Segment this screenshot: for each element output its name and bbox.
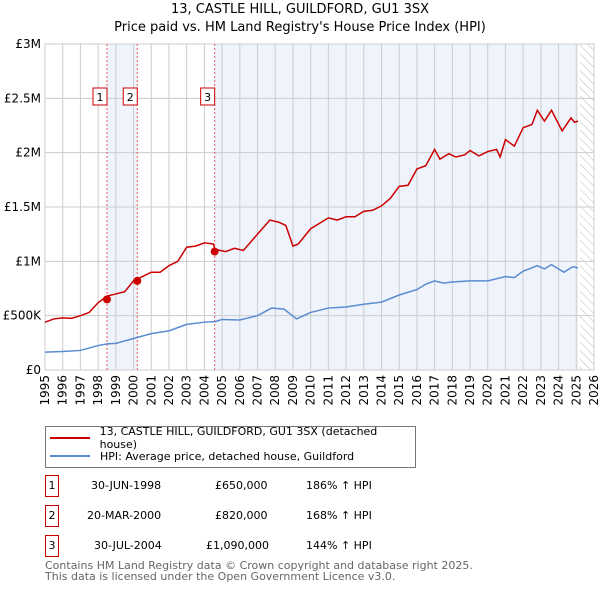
x-tick-label: 2001	[144, 375, 158, 406]
sale-badge	[122, 87, 138, 106]
x-tick-label: 2023	[534, 375, 548, 406]
x-tick-label: 2005	[215, 375, 229, 406]
legend-item-property: 13, CASTLE HILL, GUILDFORD, GU1 3SX (det…	[50, 425, 415, 451]
x-tick-label: 2014	[374, 375, 388, 406]
marker-badge: 2	[45, 505, 59, 527]
y-tick-label: £0	[26, 363, 41, 377]
price-chart: 1995 1996 1997 1998 1999 2000 2001 2002 2003 2004…	[3, 37, 600, 406]
x-tick-label: 2015	[392, 375, 406, 406]
footer-line: This data is licensed under the Open Gov…	[45, 570, 396, 583]
date: 20-MAR-2000	[87, 509, 162, 522]
x-tick-label: 1999	[109, 375, 123, 406]
price: £820,000	[215, 509, 268, 522]
series-line	[44, 263, 579, 353]
x-tick-label: 2018	[445, 375, 459, 406]
date: 30-JUN-1998	[91, 479, 162, 492]
y-tick-label: £1.5M	[4, 200, 41, 214]
x-tick-label: 2006	[233, 375, 247, 406]
sale-point	[133, 276, 142, 285]
legend-item-hpi: HPI: Average price, detached house, Guil…	[50, 448, 354, 464]
plot-border	[44, 43, 595, 371]
chart-subtitle: Price paid vs. HM Land Registry's House …	[114, 20, 486, 35]
x-tick-label: 1995	[38, 375, 52, 406]
transaction-row: 3 30-JUL-2004 £1,090,000 144% ↑ HPI	[45, 535, 445, 557]
chart-title: 13, CASTLE HILL, GUILDFORD, GU1 3SX	[170, 2, 430, 17]
x-tick-label: 1998	[91, 375, 105, 406]
x-tick-label: 1996	[56, 375, 70, 406]
footer: Contains HM Land Registry data © Crown c…	[45, 560, 473, 582]
x-tick-label: 2003	[180, 375, 194, 406]
x-tick-label: 2012	[339, 375, 353, 406]
legend: 13, CASTLE HILL, GUILDFORD, GU1 3SX (det…	[45, 425, 416, 468]
sale-badge-label: 2	[127, 91, 134, 104]
x-tick-label: 2008	[268, 375, 282, 406]
footer-line: Contains HM Land Registry data © Crown c…	[45, 559, 473, 572]
x-tick-label: 2021	[498, 375, 512, 406]
x-tick-label: 2011	[321, 375, 335, 406]
hpi-change: 168% ↑ HPI	[306, 509, 372, 522]
x-tick-label: 2022	[516, 375, 530, 406]
y-tick-label: £3M	[15, 37, 41, 51]
marker-badge: 3	[45, 535, 59, 557]
sale-badge	[200, 87, 216, 106]
x-tick-label: 2025	[569, 375, 583, 406]
x-tick-label: 2024	[552, 375, 566, 406]
sale-point	[210, 247, 219, 256]
x-tick-label: 2013	[357, 375, 371, 406]
x-tick-label: 2009	[286, 375, 300, 406]
legend-label: HPI: Average price, detached house, Guil…	[100, 449, 355, 463]
x-tick-label: 2010	[304, 375, 318, 406]
y-tick-label: £2M	[15, 146, 41, 160]
x-tick-label: 2000	[127, 375, 141, 406]
price: £1,090,000	[206, 539, 269, 552]
hpi-change: 186% ↑ HPI	[306, 479, 372, 492]
y-tick-label: £2.5M	[4, 91, 41, 105]
x-tick-label: 2020	[481, 375, 495, 406]
sale-point	[102, 295, 111, 304]
sale-badge	[92, 87, 108, 106]
sale-badge-label: 1	[96, 91, 103, 104]
date: 30-JUL-2004	[94, 539, 162, 552]
x-tick-label: 2019	[463, 375, 477, 406]
marker-badge: 1	[45, 475, 59, 497]
transaction-row: 1 30-JUN-1998 £650,000 186% ↑ HPI	[45, 475, 445, 497]
y-tick-label: £500K	[3, 309, 43, 323]
x-tick-label: 1997	[73, 375, 87, 406]
sale-badge-label: 3	[204, 91, 211, 104]
y-tick-label: £1M	[15, 254, 41, 268]
price: £650,000	[215, 479, 268, 492]
x-tick-label: 2004	[197, 375, 211, 406]
x-tick-label: 2016	[410, 375, 424, 406]
hpi-change: 144% ↑ HPI	[306, 539, 372, 552]
x-tick-label: 2017	[428, 375, 442, 406]
transaction-row: 2 20-MAR-2000 £820,000 168% ↑ HPI	[45, 505, 445, 527]
x-tick-label: 2002	[162, 375, 176, 406]
x-tick-label: 2007	[251, 375, 265, 406]
legend-label: 13, CASTLE HILL, GUILDFORD, GU1 3SX (det…	[99, 425, 378, 451]
x-tick-label: 2026	[587, 375, 600, 406]
